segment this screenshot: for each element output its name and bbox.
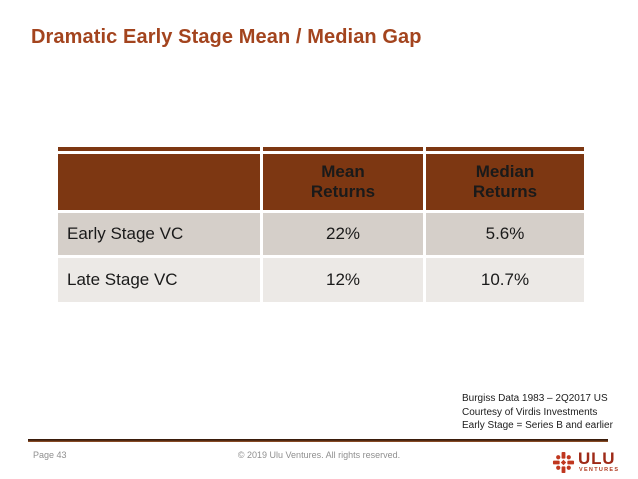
table-accent-cell — [426, 147, 584, 151]
table-row-early-stage: Early Stage VC 22% 5.6% — [58, 213, 584, 255]
slide-title: Dramatic Early Stage Mean / Median Gap — [31, 26, 422, 48]
copyright-text: © 2019 Ulu Ventures. All rights reserved… — [237, 450, 401, 460]
table-row-late-stage: Late Stage VC 12% 10.7% — [58, 258, 584, 302]
ulu-ventures-logo: ULU VENTURES — [552, 449, 618, 477]
row-label: Late Stage VC — [58, 258, 260, 302]
table-header-row: Mean Returns Median Returns — [58, 154, 584, 210]
footnote-line-courtesy: Courtesy of Virdis Investments — [462, 406, 598, 418]
median-value: 10.7% — [426, 258, 584, 302]
returns-table: Mean Returns Median Returns Early Stage … — [55, 144, 587, 305]
ulu-logo-subtext: VENTURES — [579, 467, 620, 473]
ulu-asterisk-icon — [552, 451, 575, 474]
table-accent-cell — [263, 147, 423, 151]
median-value: 5.6% — [426, 213, 584, 255]
mean-value: 12% — [263, 258, 423, 302]
header-cell-mean: Mean Returns — [263, 154, 423, 210]
footer-divider — [28, 439, 608, 442]
header-cell-median: Median Returns — [426, 154, 584, 210]
ulu-logo-text: ULU — [578, 449, 616, 468]
footnote-block: Burgiss Data 1983 – 2Q2017 US Courtesy o… — [462, 392, 613, 433]
table-accent-cell — [58, 147, 260, 151]
footnote-line-definition: Early Stage = Series B and earlier — [462, 420, 613, 431]
page-number: Page 43 — [33, 450, 67, 460]
mean-value: 22% — [263, 213, 423, 255]
footnote-line-source: Burgiss Data 1983 – 2Q2017 US — [462, 393, 608, 404]
header-cell-blank — [58, 154, 260, 210]
row-label: Early Stage VC — [58, 213, 260, 255]
table-top-accent-row — [58, 147, 584, 151]
